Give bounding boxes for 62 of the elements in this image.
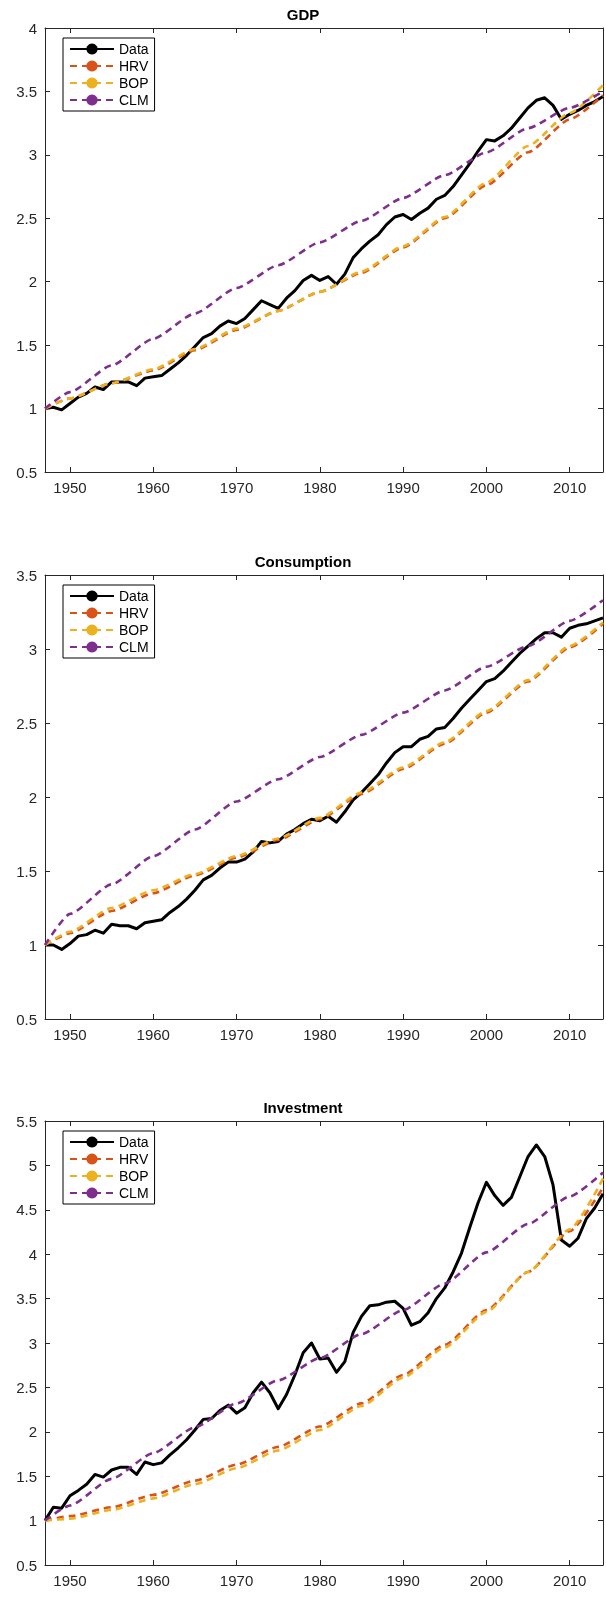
y-tick-label: 2 (28, 1423, 37, 1441)
legend-label: HRV (119, 58, 149, 74)
x-tick-label: 2000 (469, 479, 504, 496)
x-tick-label: 1990 (386, 1572, 420, 1589)
x-tick-label: 2010 (553, 479, 587, 496)
x-tick-label: 2010 (553, 1026, 587, 1043)
legend-label: CLM (119, 1185, 149, 1201)
y-tick-label: 1 (28, 936, 37, 954)
x-tick-label: 1980 (303, 479, 337, 496)
y-tick-label: 1.5 (16, 336, 37, 354)
x-tick-label: 2000 (469, 1026, 504, 1043)
y-tick-label: 4 (28, 19, 37, 37)
y-tick-label: 1 (28, 1512, 37, 1530)
legend-label: Data (119, 1134, 149, 1150)
y-tick-label: 5 (28, 1156, 37, 1174)
y-tick-label: 3.5 (16, 1290, 37, 1308)
x-tick-label: 1970 (219, 1572, 254, 1589)
y-tick-label: 5.5 (16, 1112, 37, 1130)
y-tick-label: 0.5 (16, 1556, 37, 1574)
y-tick-label: 2.5 (16, 1378, 37, 1396)
x-tick-label: 2000 (469, 1572, 504, 1589)
y-tick-label: 2 (28, 788, 37, 806)
legend-label: CLM (119, 92, 149, 108)
y-tick-label: 3 (28, 146, 37, 164)
y-tick-label: 3 (28, 1334, 37, 1352)
y-tick-label: 0.5 (16, 463, 37, 481)
x-tick-label: 1970 (219, 1026, 254, 1043)
x-tick-label: 2010 (553, 1572, 587, 1589)
x-tick-label: 1980 (303, 1572, 337, 1589)
y-tick-label: 0.5 (16, 1010, 37, 1028)
x-tick-label: 1960 (136, 479, 170, 496)
legend-label: HRV (119, 605, 149, 621)
legend-label: BOP (119, 75, 149, 91)
x-tick-label: 1990 (386, 479, 420, 496)
legend-label: Data (119, 41, 149, 57)
y-tick-label: 1.5 (16, 1467, 37, 1485)
y-tick-label: 4.5 (16, 1201, 37, 1219)
y-tick-label: 1 (28, 400, 37, 418)
x-tick-label: 1950 (53, 1026, 87, 1043)
y-tick-label: 3.5 (16, 566, 37, 584)
legend-label: CLM (119, 639, 149, 655)
x-tick-label: 1960 (136, 1572, 170, 1589)
legend-label: BOP (119, 1168, 149, 1184)
x-tick-label: 1990 (386, 1026, 420, 1043)
y-tick-label: 2.5 (16, 209, 37, 227)
x-tick-label: 1960 (136, 1026, 170, 1043)
x-tick-label: 1970 (219, 479, 254, 496)
y-tick-label: 1.5 (16, 862, 37, 880)
y-tick-label: 4 (28, 1245, 37, 1263)
legend-label: HRV (119, 1151, 149, 1167)
chart-title: Investment (263, 1099, 343, 1116)
y-tick-label: 2 (28, 273, 37, 291)
x-tick-label: 1980 (303, 1026, 337, 1043)
y-tick-label: 2.5 (16, 714, 37, 732)
legend-label: Data (119, 588, 149, 604)
x-tick-label: 1950 (53, 1572, 87, 1589)
legend-label: BOP (119, 622, 149, 638)
y-tick-label: 3.5 (16, 82, 37, 100)
x-tick-label: 1950 (53, 479, 87, 496)
chart-title: Consumption (254, 553, 352, 570)
y-tick-label: 3 (28, 640, 37, 658)
chart-title: GDP (286, 6, 320, 23)
